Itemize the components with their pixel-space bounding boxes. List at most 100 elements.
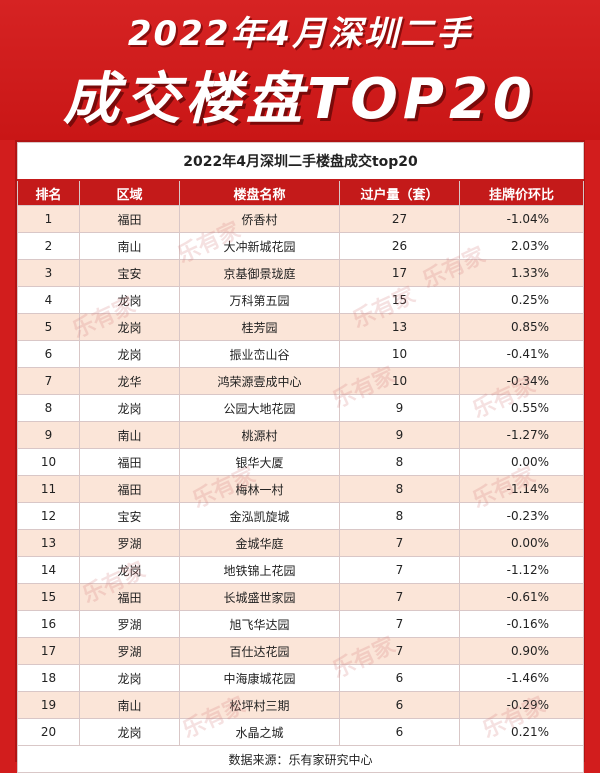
table-row: 4 龙岗 万科第五园 15 0.25% [17,286,585,314]
cell-price-change: -1.12% [458,556,585,584]
cell-price-change: -1.14% [458,475,585,503]
cell-transfers: 8 [339,448,460,476]
table-row: 11 福田 梅林一村 8 -1.14% [17,475,585,503]
cell-price-change: 0.85% [458,313,585,341]
cell-district: 龙华 [79,367,180,395]
cell-price-change: 0.90% [458,637,585,665]
cell-estate: 水晶之城 [179,718,340,746]
cell-district: 龙岗 [79,313,180,341]
cell-transfers: 10 [339,367,460,395]
cell-price-change: -0.29% [458,691,585,719]
cell-rank: 16 [17,610,80,638]
cell-transfers: 7 [339,556,460,584]
cell-estate: 中海康城花园 [179,664,340,692]
cell-rank: 14 [17,556,80,584]
cell-estate: 鸿荣源壹成中心 [179,367,340,395]
hero-banner: 2022年4月深圳二手 成交楼盘TOP20 [0,0,600,140]
cell-rank: 12 [17,502,80,530]
header-price-change: 挂牌价环比 [458,179,585,206]
table-row: 2 南山 大冲新城花园 26 2.03% [17,232,585,260]
cell-price-change: 0.00% [458,529,585,557]
cell-transfers: 7 [339,529,460,557]
cell-transfers: 9 [339,394,460,422]
cell-rank: 3 [17,259,80,287]
table-row: 7 龙华 鸿荣源壹成中心 10 -0.34% [17,367,585,395]
cell-rank: 7 [17,367,80,395]
cell-price-change: -0.23% [458,502,585,530]
cell-district: 龙岗 [79,286,180,314]
ranking-table: 2022年4月深圳二手楼盘成交top20 排名 区域 楼盘名称 过户量（套） 挂… [16,142,585,773]
table-row: 1 福田 侨香村 27 -1.04% [17,205,585,233]
cell-district: 南山 [79,421,180,449]
table-title: 2022年4月深圳二手楼盘成交top20 [16,142,585,181]
table-body: 1 福田 侨香村 27 -1.04% 2 南山 大冲新城花园 26 2.03% 3 宝安 京基御景珑庭 1… [17,205,585,746]
table-row: 6 龙岗 振业峦山谷 10 -0.41% [17,340,585,368]
table-header-row: 排名 区域 楼盘名称 过户量（套） 挂牌价环比 [17,179,585,206]
cell-estate: 振业峦山谷 [179,340,340,368]
header-district: 区域 [79,179,180,206]
cell-estate: 桃源村 [179,421,340,449]
cell-district: 福田 [79,475,180,503]
cell-transfers: 7 [339,637,460,665]
cell-rank: 4 [17,286,80,314]
cell-price-change: -0.41% [458,340,585,368]
table-row: 8 龙岗 公园大地花园 9 0.55% [17,394,585,422]
cell-rank: 18 [17,664,80,692]
hero-title-line1: 2022年4月深圳二手 [127,14,473,54]
table-row: 16 罗湖 旭飞华达园 7 -0.16% [17,610,585,638]
cell-estate: 百仕达花园 [179,637,340,665]
cell-estate: 梅林一村 [179,475,340,503]
cell-transfers: 15 [339,286,460,314]
table-title-row: 2022年4月深圳二手楼盘成交top20 [16,142,585,181]
cell-rank: 13 [17,529,80,557]
table-row: 14 龙岗 地铁锦上花园 7 -1.12% [17,556,585,584]
cell-district: 南山 [79,691,180,719]
cell-estate: 公园大地花园 [179,394,340,422]
cell-rank: 17 [17,637,80,665]
cell-district: 龙岗 [79,718,180,746]
cell-estate: 大冲新城花园 [179,232,340,260]
hero-title-line2: 成交楼盘TOP20 [63,67,537,132]
cell-estate: 银华大厦 [179,448,340,476]
header-estate: 楼盘名称 [179,179,340,206]
cell-price-change: 0.00% [458,448,585,476]
cell-price-change: -1.27% [458,421,585,449]
cell-price-change: 0.25% [458,286,585,314]
table-row: 10 福田 银华大厦 8 0.00% [17,448,585,476]
cell-district: 宝安 [79,502,180,530]
cell-district: 罗湖 [79,529,180,557]
cell-transfers: 7 [339,583,460,611]
cell-price-change: -1.46% [458,664,585,692]
cell-rank: 2 [17,232,80,260]
cell-district: 龙岗 [79,664,180,692]
cell-transfers: 27 [339,205,460,233]
table-row: 17 罗湖 百仕达花园 7 0.90% [17,637,585,665]
cell-estate: 金城华庭 [179,529,340,557]
cell-rank: 20 [17,718,80,746]
cell-price-change: -1.04% [458,205,585,233]
cell-rank: 11 [17,475,80,503]
cell-estate: 桂芳园 [179,313,340,341]
cell-estate: 地铁锦上花园 [179,556,340,584]
cell-price-change: 0.21% [458,718,585,746]
cell-estate: 金泓凯旋城 [179,502,340,530]
header-transfers: 过户量（套） [339,179,460,206]
data-source-note: 数据来源：乐有家研究中心 [16,745,585,773]
cell-district: 罗湖 [79,637,180,665]
cell-district: 龙岗 [79,340,180,368]
cell-district: 福田 [79,205,180,233]
cell-district: 福田 [79,448,180,476]
cell-transfers: 13 [339,313,460,341]
cell-transfers: 6 [339,664,460,692]
table-row: 12 宝安 金泓凯旋城 8 -0.23% [17,502,585,530]
cell-rank: 9 [17,421,80,449]
cell-district: 龙岗 [79,394,180,422]
cell-estate: 长城盛世家园 [179,583,340,611]
table-row: 19 南山 松坪村三期 6 -0.29% [17,691,585,719]
cell-price-change: 1.33% [458,259,585,287]
header-rank: 排名 [17,179,80,206]
cell-district: 罗湖 [79,610,180,638]
table-row: 3 宝安 京基御景珑庭 17 1.33% [17,259,585,287]
cell-rank: 6 [17,340,80,368]
cell-transfers: 8 [339,475,460,503]
